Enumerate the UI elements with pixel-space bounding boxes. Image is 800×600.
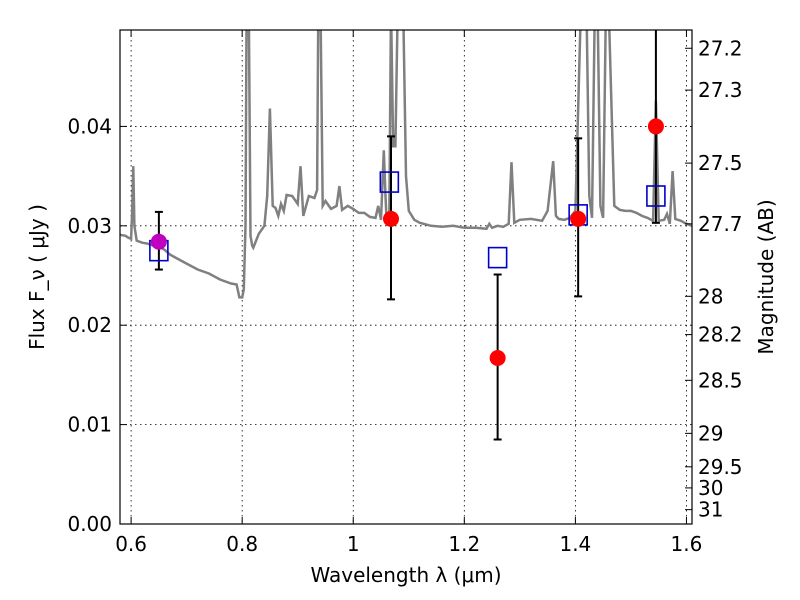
magnitude-tick-label: 27.3: [698, 78, 743, 102]
x-axis-title: Wavelength λ (μm): [310, 563, 501, 587]
y-axis-ticks: 0.00 0.01 0.02 0.03 0.04: [67, 114, 127, 536]
observed-flux-point: [383, 210, 400, 227]
magnitude-tick-label: 30: [698, 476, 723, 500]
magnitude-tick-label: 28.5: [698, 368, 743, 392]
magnitude-tick-label: 27.7: [698, 212, 743, 236]
y-axis-title: Flux F_ν ( μJy ): [25, 204, 49, 350]
observed-flux-point: [150, 233, 167, 250]
magnitude-tick-label: 28: [698, 284, 723, 308]
y-tick-label: 0.04: [67, 114, 112, 138]
y-tick-label: 0.02: [67, 313, 112, 337]
observed-flux-point: [489, 350, 506, 367]
magnitude-tick-label: 27.2: [698, 36, 743, 60]
magnitude-tick-label: 29: [698, 421, 723, 445]
observed-flux-point: [570, 210, 587, 227]
x-tick-label: 1.4: [559, 532, 591, 556]
model-flux-point: [646, 185, 666, 207]
y-tick-label: 0.01: [67, 413, 112, 437]
x-tick-label: 1.6: [671, 532, 703, 556]
magnitude-axis-title: Magnitude (AB): [754, 199, 778, 354]
spectrum-line: [120, 30, 692, 299]
error-bars: [154, 30, 660, 441]
magnitude-tick-label: 29.5: [698, 455, 743, 479]
magnitude-tick-label: 27.5: [698, 151, 743, 175]
x-axis-ticks: 0.6 0.8 1 1.2 1.4 1.6: [115, 30, 702, 556]
x-tick-label: 1.2: [448, 532, 480, 556]
model-flux-point: [487, 246, 508, 269]
magnitude-tick-label: 28.2: [698, 323, 743, 347]
x-tick-label: 0.8: [226, 532, 258, 556]
y-tick-label: 0.03: [67, 214, 112, 238]
data-points: [149, 118, 666, 367]
plot-frame: [119, 29, 693, 525]
y-tick-label: 0.00: [67, 512, 112, 536]
observed-flux-point: [647, 118, 664, 135]
x-tick-label: 1: [347, 532, 360, 556]
model-spectrum: [120, 30, 692, 299]
model-flux-point: [379, 171, 400, 193]
magnitude-tick-label: 31: [698, 498, 723, 522]
x-tick-label: 0.6: [115, 532, 147, 556]
